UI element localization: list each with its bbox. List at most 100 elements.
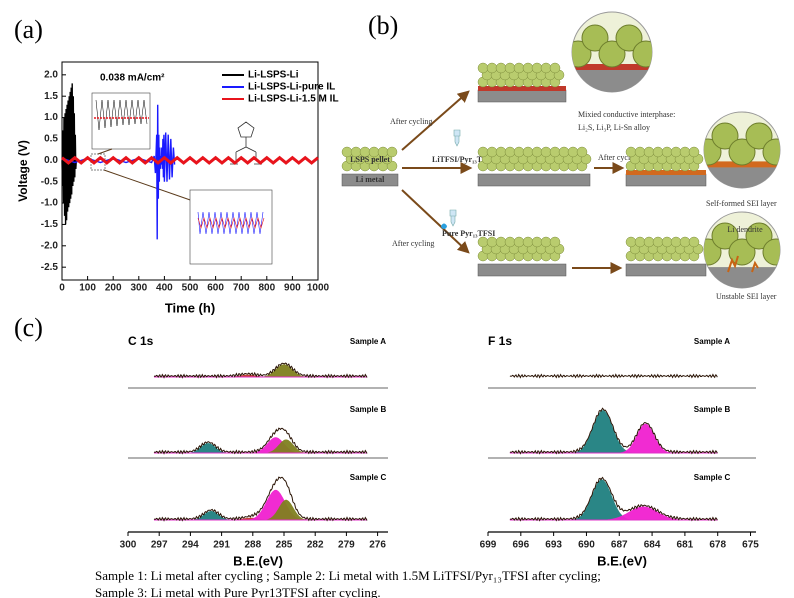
zoom-particle xyxy=(711,122,739,150)
particle xyxy=(679,236,691,248)
particle xyxy=(486,236,498,248)
zoom-particle xyxy=(704,138,722,166)
y-tick-label: -1.5 xyxy=(41,219,59,230)
particle xyxy=(558,146,570,158)
panel-c: C 1s 300 297 294 291 288 285 282 279 276 B.E.(eV) S… xyxy=(120,334,760,568)
spectrum-title: C 1s xyxy=(128,334,154,348)
connector xyxy=(103,169,197,203)
diagram-label: LiTFSI/Pyr₁₃TFSI xyxy=(432,155,495,164)
zoom-content xyxy=(704,122,780,188)
spectrum xyxy=(509,373,718,379)
zoom-base xyxy=(704,167,780,188)
zoom-particle xyxy=(615,24,643,52)
inset-trace xyxy=(95,99,148,131)
chemical-structure xyxy=(230,121,262,165)
x-tick-label: 800 xyxy=(258,283,275,294)
peak xyxy=(218,517,284,520)
peak xyxy=(562,479,642,520)
zoom-content xyxy=(704,222,780,288)
particle xyxy=(567,146,579,158)
panel-label: (a) xyxy=(14,15,43,44)
annotation: 0.038 mA/cm² xyxy=(100,73,165,84)
particle xyxy=(549,146,561,158)
particle xyxy=(661,146,673,158)
caption-line: Sample 3: Li metal with Pure Pyr13TFSI a… xyxy=(95,585,381,598)
peak xyxy=(238,489,314,520)
metal-slab xyxy=(625,263,707,277)
particle xyxy=(486,62,498,74)
particle xyxy=(495,62,507,74)
particle xyxy=(540,236,552,248)
metal-slab xyxy=(341,173,399,187)
zoom-content xyxy=(572,24,652,92)
zoom-particle xyxy=(632,40,652,68)
particle xyxy=(495,146,507,158)
x-tick-label: 681 xyxy=(677,540,694,551)
peak xyxy=(586,506,701,520)
particle xyxy=(504,236,516,248)
zoom-particle xyxy=(762,238,780,266)
x-tick-label: 200 xyxy=(105,283,122,294)
particle xyxy=(576,146,588,158)
y-axis-label: Voltage (V) xyxy=(16,140,30,202)
particle xyxy=(643,236,655,248)
zoom-particle xyxy=(711,222,739,250)
sample-label: Sample A xyxy=(350,337,386,346)
x-tick-label: 276 xyxy=(369,540,386,551)
x-tick-label: 600 xyxy=(207,283,224,294)
particle xyxy=(540,146,552,158)
sample-label: Sample A xyxy=(694,337,730,346)
spectrum xyxy=(509,476,718,522)
sample-label: Sample B xyxy=(350,405,387,414)
x-tick-label: 282 xyxy=(307,540,324,551)
x-tick-label: 294 xyxy=(182,540,199,551)
sample-label: Sample B xyxy=(694,405,731,414)
particle xyxy=(652,236,664,248)
spectrum xyxy=(509,407,718,455)
x-tick-label: 300 xyxy=(120,540,137,551)
particle xyxy=(670,236,682,248)
panel-b: After cycling Mixied conductive interpha… xyxy=(341,11,781,301)
particle xyxy=(513,62,525,74)
interface-layer xyxy=(626,170,706,175)
interface-layer xyxy=(478,86,566,91)
particle xyxy=(495,236,507,248)
legend-label: Li-LSPS-Li-pure IL xyxy=(248,82,335,93)
panel-label: (b) xyxy=(368,11,398,40)
diagram-label: After cycling xyxy=(390,117,432,126)
arrow xyxy=(401,189,470,254)
spectrum xyxy=(153,476,368,522)
inset-trace xyxy=(197,211,264,235)
metal-slab xyxy=(477,89,567,103)
caption-line: Sample 1: Li metal after cycling ; Sampl… xyxy=(95,568,601,583)
x-tick-label: 291 xyxy=(213,540,230,551)
x-tick-label: 285 xyxy=(276,540,293,551)
particle xyxy=(477,62,489,74)
y-tick-label: -1.0 xyxy=(41,198,59,209)
series-line xyxy=(61,83,77,225)
y-tick-label: -2.0 xyxy=(41,240,59,251)
x-tick-label: 500 xyxy=(182,283,199,294)
x-tick-label: 400 xyxy=(156,283,173,294)
series-line xyxy=(61,155,319,165)
zoom-base xyxy=(704,267,780,288)
x-tick-label: 300 xyxy=(130,283,147,294)
zoom-particle xyxy=(572,40,592,68)
zoom-particle xyxy=(581,24,609,52)
particle xyxy=(504,146,516,158)
diagram-label: Li dendrite xyxy=(727,225,763,234)
x-tick-label: 297 xyxy=(151,540,168,551)
dropper xyxy=(453,129,461,147)
diagram-label: Li₂S, Li₃P, Li-Sn alloy xyxy=(578,123,650,132)
particle xyxy=(386,146,398,158)
x-tick-label: 687 xyxy=(611,540,628,551)
metal-slab xyxy=(625,173,707,187)
x-tick-label: 684 xyxy=(644,540,661,551)
x-axis-label: B.E.(eV) xyxy=(233,553,283,568)
particle xyxy=(661,236,673,248)
particle xyxy=(549,62,561,74)
diagram-label: Li metal xyxy=(356,175,385,184)
particle xyxy=(477,236,489,248)
legend-label: Li-LSPS-Li xyxy=(248,70,299,81)
particle xyxy=(513,146,525,158)
